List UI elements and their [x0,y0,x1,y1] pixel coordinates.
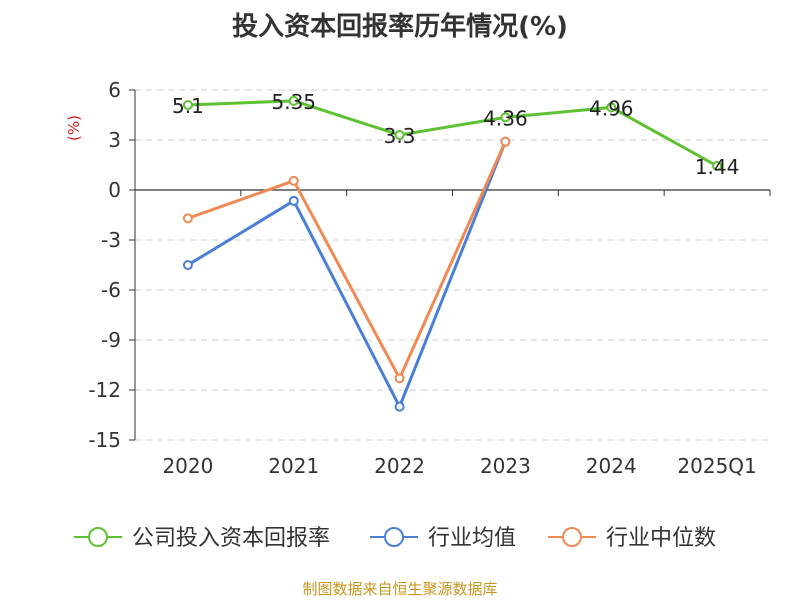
data-point [712,161,723,171]
data-label: 5.35 [271,90,316,114]
x-tick-label: 2025Q1 [677,454,756,478]
data-point [500,112,511,123]
x-tick-label: 2022 [374,454,425,478]
legend-label[interactable]: 行业中位数 [606,526,716,551]
y-axis-label: (%) [65,115,83,141]
legend-marker [88,527,108,547]
x-tick-label: 2024 [586,454,637,478]
grid-lines [135,89,770,441]
data-point [288,195,299,206]
axes: 6 3 0 -3 -6 -9 -12 -15 2020 2021 2022 2023 2024 2025Q… [88,78,771,478]
data-point [288,175,299,186]
series-line [187,99,718,168]
y-tick-label: -3 [101,228,121,252]
y-tick-label: 6 [108,78,121,102]
x-tick-label: 2020 [162,454,213,478]
data-label: 4.36 [483,106,528,130]
data-label: 5.1 [172,94,204,118]
y-tick-label: -9 [101,328,121,352]
data-labels: 5.1 5.35 3.3 4.36 4.96 1.44 [172,90,739,179]
y-tick-label: 3 [108,128,121,152]
data-point [288,95,299,106]
y-tick-label: -15 [88,428,121,452]
legend-label[interactable]: 公司投入资本回报率 [132,526,330,551]
series-line [187,141,507,380]
data-point [606,102,617,113]
legend: 公司投入资本回报率 行业均值 行业中位数 [74,526,716,551]
source-note: 制图数据来自恒生聚源数据库 [302,580,498,598]
chart-title: 投入资本回报率历年情况(%) [232,12,568,42]
legend-marker [384,527,404,547]
data-point [182,100,193,110]
data-point [394,130,405,140]
legend-marker [562,527,582,547]
y-tick-label: -12 [88,378,121,402]
data-point [182,213,193,224]
data-point [182,260,193,270]
data-point [394,401,405,412]
x-tick-label: 2021 [268,454,319,478]
data-label: 1.44 [695,155,740,179]
series [182,95,723,412]
y-tick-label: -6 [101,278,121,302]
y-tick-label: 0 [108,178,121,202]
legend-label[interactable]: 行业均值 [428,526,516,551]
data-point [500,136,511,147]
data-label: 4.96 [589,96,634,120]
data-point [394,373,405,384]
data-label: 3.3 [384,124,416,148]
x-tick-label: 2023 [480,454,531,478]
series-line [187,141,507,409]
